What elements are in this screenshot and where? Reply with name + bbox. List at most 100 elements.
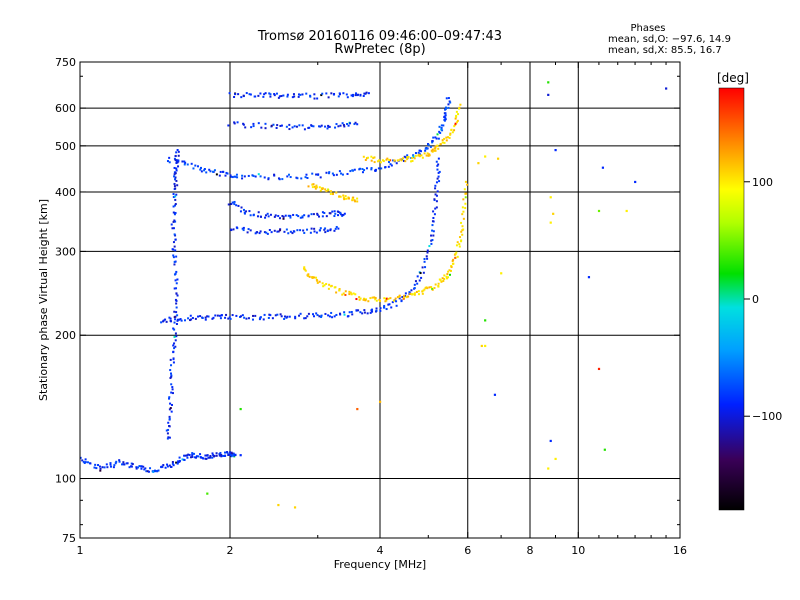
data-point — [278, 217, 281, 220]
data-point — [327, 314, 330, 317]
data-point — [338, 288, 341, 291]
data-point — [440, 280, 443, 283]
data-point — [273, 174, 276, 177]
data-point — [236, 121, 239, 124]
data-point — [175, 292, 178, 295]
data-point — [397, 159, 400, 162]
y-tick-label: 400 — [55, 186, 76, 199]
data-point — [173, 173, 176, 176]
data-point — [267, 177, 270, 180]
data-point — [424, 149, 427, 152]
data-point — [433, 286, 436, 289]
data-point — [329, 190, 332, 193]
trace-o-trace-vertical — [165, 148, 180, 440]
data-point — [547, 81, 550, 84]
data-point — [413, 293, 416, 296]
data-point — [272, 123, 275, 126]
data-point — [343, 212, 346, 215]
data-point — [439, 143, 442, 146]
data-point — [323, 212, 326, 215]
data-point — [437, 147, 440, 150]
data-point — [350, 310, 353, 313]
data-point — [328, 125, 331, 128]
data-point — [149, 467, 152, 470]
data-point — [330, 311, 333, 314]
colorbar-label: [deg] — [717, 71, 749, 85]
data-point — [171, 227, 174, 230]
data-point — [122, 461, 125, 464]
data-point — [242, 229, 245, 232]
data-point — [383, 304, 386, 307]
data-point — [184, 161, 187, 164]
data-point — [370, 159, 373, 162]
data-point — [197, 455, 200, 458]
data-point — [435, 181, 438, 184]
data-point — [434, 145, 437, 148]
data-point — [175, 311, 178, 314]
data-point — [342, 123, 345, 126]
chart-title-line1: Tromsø 20160116 09:46:00–09:47:43 — [257, 29, 502, 44]
stats-title: Phases — [630, 23, 665, 34]
data-point — [231, 201, 234, 204]
axes-layer: 1 2 4 6 8 10 16 75 100 200 300 400 500 600 750 — [55, 56, 687, 557]
data-point — [216, 314, 219, 317]
data-point — [453, 129, 456, 132]
data-point — [219, 317, 222, 320]
data-point — [425, 255, 428, 258]
data-point — [358, 296, 361, 299]
data-point — [82, 460, 85, 463]
data-point — [113, 464, 116, 467]
data-point — [204, 454, 207, 457]
data-point — [403, 294, 406, 297]
data-point — [338, 170, 341, 173]
data-point — [168, 408, 171, 411]
data-point — [312, 213, 315, 216]
data-point — [451, 262, 454, 265]
data-point — [388, 158, 391, 161]
data-point — [173, 260, 176, 263]
data-point — [264, 127, 267, 130]
data-point — [342, 92, 345, 95]
data-point — [400, 159, 403, 162]
data-point — [455, 251, 458, 254]
data-point — [233, 96, 236, 99]
data-point — [172, 256, 175, 259]
data-point — [175, 282, 178, 285]
data-point — [455, 244, 458, 247]
data-point — [334, 126, 337, 129]
data-point — [362, 298, 365, 301]
data-point — [204, 316, 207, 319]
data-point — [480, 344, 483, 348]
data-point — [175, 335, 178, 338]
data-point — [338, 289, 341, 292]
data-point — [164, 466, 167, 469]
data-point — [359, 167, 362, 170]
data-point — [464, 207, 467, 210]
data-point — [172, 464, 175, 467]
data-point — [175, 179, 178, 182]
data-point — [213, 169, 216, 172]
data-point — [444, 107, 447, 110]
data-point — [168, 396, 171, 399]
data-point — [294, 317, 297, 320]
data-point — [406, 154, 409, 157]
data-point — [310, 227, 313, 230]
data-point — [362, 94, 365, 97]
data-point — [318, 280, 321, 283]
data-point — [436, 144, 439, 147]
data-point — [276, 313, 279, 316]
data-point — [438, 278, 441, 281]
data-point — [330, 92, 333, 95]
data-point — [462, 210, 465, 213]
data-point — [327, 287, 330, 290]
data-point — [274, 314, 277, 317]
data-point — [428, 286, 431, 289]
data-point — [402, 159, 405, 162]
data-point — [128, 466, 131, 469]
data-point — [417, 290, 420, 293]
data-point — [259, 316, 262, 319]
data-point — [361, 312, 364, 315]
data-point — [334, 212, 337, 215]
data-point — [395, 300, 398, 303]
data-point — [484, 344, 487, 348]
